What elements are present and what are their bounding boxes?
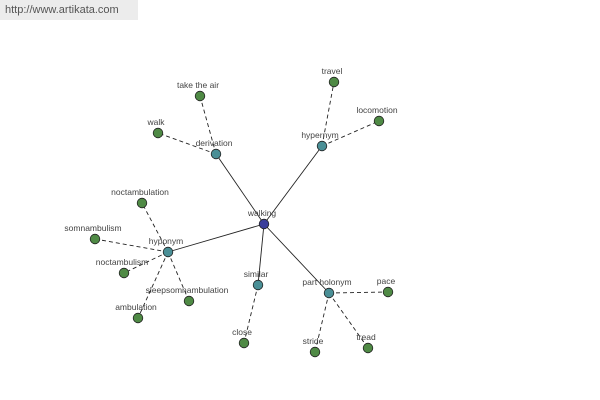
node — [362, 342, 374, 354]
node-label: similar — [244, 269, 269, 279]
edge — [263, 223, 330, 294]
node-label: noctambulism — [96, 257, 148, 267]
node — [210, 148, 222, 160]
node-label: pace — [377, 276, 396, 286]
dashed-edge — [94, 238, 169, 253]
node-label: walking — [247, 208, 277, 218]
edge — [167, 223, 265, 253]
node — [258, 218, 270, 230]
node-label: walk — [146, 117, 165, 127]
node — [316, 140, 328, 152]
node — [183, 295, 195, 307]
node — [382, 286, 394, 298]
site-url: http://www.artikata.com — [0, 0, 138, 20]
dashed-edge — [157, 132, 217, 155]
node — [373, 115, 385, 127]
node-label: hyponym — [149, 236, 184, 246]
dashed-edge — [123, 251, 169, 274]
node — [238, 337, 250, 349]
dashed-edge — [199, 95, 217, 155]
node-label: noctambulation — [111, 187, 169, 197]
node — [136, 197, 148, 209]
node-label: travel — [322, 66, 343, 76]
node — [194, 90, 206, 102]
node — [162, 246, 174, 258]
node — [309, 346, 321, 358]
node-label: somnambulism — [64, 223, 121, 233]
dashed-edge — [321, 81, 335, 147]
edge — [215, 153, 265, 225]
node-label: take the air — [177, 80, 219, 90]
node-label: close — [232, 327, 252, 337]
node — [328, 76, 340, 88]
edge — [263, 145, 323, 225]
node-label: derivation — [196, 138, 233, 148]
edge — [257, 223, 265, 286]
node — [323, 287, 335, 299]
node — [152, 127, 164, 139]
dashed-edge — [137, 251, 169, 319]
dashed-edge — [328, 292, 369, 349]
node — [118, 267, 130, 279]
dashed-edge — [167, 251, 190, 302]
node-label: locomotion — [356, 105, 397, 115]
dashed-edge — [141, 202, 169, 253]
node-label: ambulation — [115, 302, 157, 312]
node-label: tread — [356, 332, 376, 342]
node-label: stride — [303, 336, 324, 346]
node-label: part holonym — [302, 277, 351, 287]
node-label: sleepsomnambulation — [146, 285, 229, 295]
dashed-edge — [328, 291, 389, 294]
dashed-edge — [321, 120, 380, 147]
node — [89, 233, 101, 245]
node — [132, 312, 144, 324]
node-label: hypernym — [301, 130, 338, 140]
node — [252, 279, 264, 291]
dashed-edge — [243, 284, 259, 344]
dashed-edge — [314, 292, 330, 353]
